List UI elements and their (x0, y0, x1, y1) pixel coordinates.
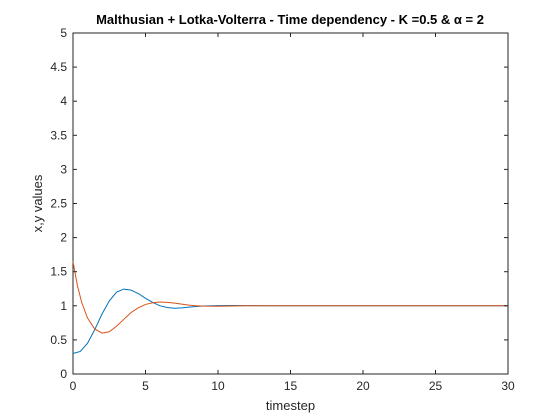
x-axis-title: timestep (266, 398, 315, 413)
plot-area (72, 32, 509, 375)
series-line-2 (72, 261, 508, 334)
y-tick-label: 3 (60, 162, 67, 176)
y-axis: 0 0.5 1 1.5 2 2.5 3 3.5 4 4.5 5 (50, 26, 508, 381)
x-tick-label: 5 (142, 379, 149, 393)
x-tick-label: 10 (211, 379, 225, 393)
x-tick-label: 20 (356, 379, 370, 393)
x-tick-label: 15 (284, 379, 298, 393)
y-tick-label: 5 (60, 26, 67, 40)
y-tick-label: 1.5 (50, 265, 67, 279)
y-tick-label: 4 (60, 94, 67, 108)
chart-title: Malthusian + Lotka-Volterra - Time depen… (96, 12, 484, 27)
y-tick-label: 0.5 (50, 333, 67, 347)
y-tick-label: 2 (60, 231, 67, 245)
y-tick-label: 0 (60, 367, 67, 381)
y-tick-label: 1 (60, 299, 67, 313)
y-tick-label: 2.5 (50, 197, 67, 211)
x-tick-label: 25 (429, 379, 443, 393)
x-tick-label: 0 (70, 379, 77, 393)
x-axis: 0 5 10 15 20 25 30 (70, 33, 515, 393)
x-tick-label: 30 (501, 379, 515, 393)
y-tick-label: 3.5 (50, 128, 67, 142)
y-axis-title: x,y values (30, 174, 45, 232)
y-tick-label: 4.5 (50, 60, 67, 74)
series-layer (72, 261, 508, 355)
